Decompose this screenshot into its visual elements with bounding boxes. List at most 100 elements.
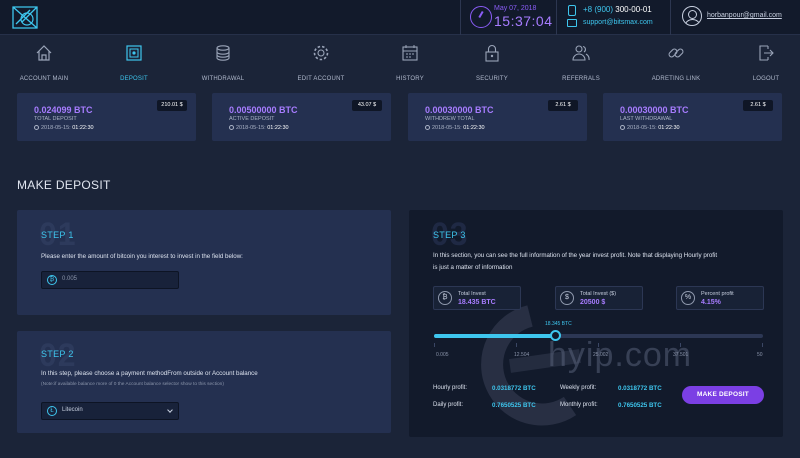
percent-icon: %	[681, 291, 695, 305]
nav-security[interactable]: SECURITY	[447, 44, 537, 85]
total-invest-box: ₿ Total Invest 18.435 BTC	[433, 286, 521, 310]
amount-value: 0.005	[62, 276, 78, 282]
header-phone[interactable]: +8 (900) 300-00-01	[583, 5, 652, 14]
card-label: ACTIVE DEPOSIT	[229, 116, 275, 122]
top-header: May 07, 2018 15:37:04 +8 (900) 300-00-01…	[0, 0, 800, 35]
step2-text: In this step, please choose a payment me…	[41, 370, 258, 377]
step3-text-line1: In this section, you can see the full in…	[433, 252, 718, 259]
nav-account-main[interactable]: ACCOUNT MAIN	[0, 44, 89, 85]
step3-text-line2: is just a matter of information	[433, 264, 513, 271]
clock-icon	[620, 125, 625, 130]
step2-note: (Note:if available balance more of 0 the…	[41, 382, 224, 387]
dollar-icon: $	[560, 291, 574, 305]
lock-icon	[485, 44, 499, 62]
card-last-withdrawal: 0.00030000 BTC LAST WITHDRAWAL 2018-05-1…	[603, 93, 782, 141]
card-badge: 43.07 $	[352, 100, 382, 111]
slider-tick	[762, 343, 763, 347]
step2-panel: 02 STEP 2 In this step, please choose a …	[17, 331, 391, 433]
card-date: 2018-05-15: 01:22:30	[229, 125, 289, 131]
tick-label: 25.002	[593, 352, 609, 358]
daily-profit-value: 0.7650525 BTC	[492, 402, 536, 409]
hourly-profit-value: 0.0318772 BTC	[492, 385, 536, 392]
step1-label: STEP 1	[41, 230, 74, 240]
phone-icon	[568, 5, 576, 16]
amount-input[interactable]: ₿ 0.005	[41, 271, 179, 289]
monthly-profit-label: Monthly profit:	[560, 402, 598, 408]
card-label: TOTAL DEPOSIT	[34, 116, 77, 122]
tick-label: 12.504	[514, 352, 530, 358]
clock-icon	[34, 125, 39, 130]
logout-icon	[759, 45, 774, 61]
card-value: 0.00030000 BTC	[425, 105, 494, 115]
nav-edit-account[interactable]: EDIT ACCOUNT	[276, 44, 366, 85]
users-icon	[572, 45, 590, 61]
user-avatar-icon[interactable]	[682, 6, 702, 26]
tick-label: 50	[757, 352, 763, 358]
user-email-link[interactable]: horbanpour@gmail.com	[707, 12, 782, 19]
slider-tick	[434, 343, 435, 347]
home-icon	[36, 45, 52, 61]
card-active-deposit: 0.00500000 BTC ACTIVE DEPOSIT 2018-05-15…	[212, 93, 391, 141]
header-date: May 07, 2018	[494, 5, 537, 12]
step1-big-number: 01	[39, 216, 77, 252]
slider-fill	[434, 334, 555, 338]
daily-profit-label: Daily profit:	[433, 402, 464, 408]
step2-label: STEP 2	[41, 349, 74, 359]
header-divider	[556, 0, 557, 35]
section-title: MAKE DEPOSIT	[17, 178, 111, 192]
bitcoin-icon: ₿	[47, 275, 57, 285]
card-badge: 2.61 $	[743, 100, 773, 111]
safe-icon	[126, 45, 142, 61]
support-email[interactable]: support@bitsmax.com	[583, 19, 653, 26]
header-divider	[460, 0, 461, 35]
make-deposit-button[interactable]: MAKE DEPOSIT	[682, 386, 764, 404]
nav-logout[interactable]: LOGOUT	[721, 44, 800, 85]
watermark-logo-icon	[481, 305, 581, 426]
clock-icon	[425, 125, 430, 130]
watermark-text: hyip.com	[548, 336, 693, 374]
hourly-profit-label: Hourly profit:	[433, 385, 468, 391]
weekly-profit-label: Weekly profit:	[560, 385, 597, 391]
monthly-profit-value: 0.7650525 BTC	[618, 402, 662, 409]
nav-withdrawal[interactable]: WITHDRAWAL	[178, 44, 268, 85]
step2-big-number: 02	[39, 337, 77, 373]
nav-referrals[interactable]: REFERRALS	[536, 44, 626, 85]
invest-slider[interactable]	[434, 330, 763, 341]
step3-big-number: 03	[431, 216, 469, 252]
coins-icon	[216, 45, 230, 61]
litecoin-icon: Ł	[47, 406, 57, 416]
slider-value-label: 18.345 BTC	[545, 321, 572, 327]
clock-icon	[229, 125, 234, 130]
payment-method-value: Litecoin	[62, 407, 83, 413]
main-nav: ACCOUNT MAIN DEPOSIT WITHDRAWAL EDIT ACC…	[0, 44, 800, 84]
card-withdrew-total: 0.00030000 BTC WITHDREW TOTAL 2018-05-15…	[408, 93, 587, 141]
total-invest-usd-box: $ Total Invest ($) 20500 $	[555, 286, 643, 310]
nav-deposit[interactable]: DEPOSIT	[89, 44, 179, 85]
logo-icon[interactable]	[10, 4, 40, 31]
card-badge: 210.01 $	[157, 100, 187, 111]
mail-icon	[567, 19, 577, 27]
link-icon	[668, 48, 684, 58]
chevron-down-icon	[167, 407, 173, 413]
slider-tick	[598, 343, 599, 347]
step1-text: Please enter the amount of bitcoin you i…	[41, 253, 243, 260]
card-label: LAST WITHDRAWAL	[620, 116, 673, 122]
calendar-icon	[402, 45, 418, 61]
card-value: 0.024099 BTC	[34, 105, 93, 115]
card-date: 2018-05-15: 01:22:30	[34, 125, 94, 131]
slider-handle[interactable]	[549, 330, 561, 341]
nav-advertising-link[interactable]: ADRETING LINK	[631, 44, 721, 85]
payment-method-select[interactable]: Ł Litecoin	[41, 402, 179, 420]
card-date: 2018-05-15: 01:22:30	[620, 125, 680, 131]
tick-label: 37.501	[673, 352, 689, 358]
percent-profit-box: % Percent profit 4.15%	[676, 286, 764, 310]
step1-panel: 01 STEP 1 Please enter the amount of bit…	[17, 210, 391, 315]
header-time: 15:37:04	[494, 13, 553, 29]
nav-history[interactable]: HISTORY	[365, 44, 455, 85]
clock-icon	[470, 6, 492, 28]
bitcoin-icon: ₿	[438, 291, 452, 305]
card-total-deposit: 0.024099 BTC TOTAL DEPOSIT 2018-05-15: 0…	[17, 93, 196, 141]
card-date: 2018-05-15: 01:22:30	[425, 125, 485, 131]
card-value: 0.00500000 BTC	[229, 105, 298, 115]
header-divider	[670, 0, 671, 35]
